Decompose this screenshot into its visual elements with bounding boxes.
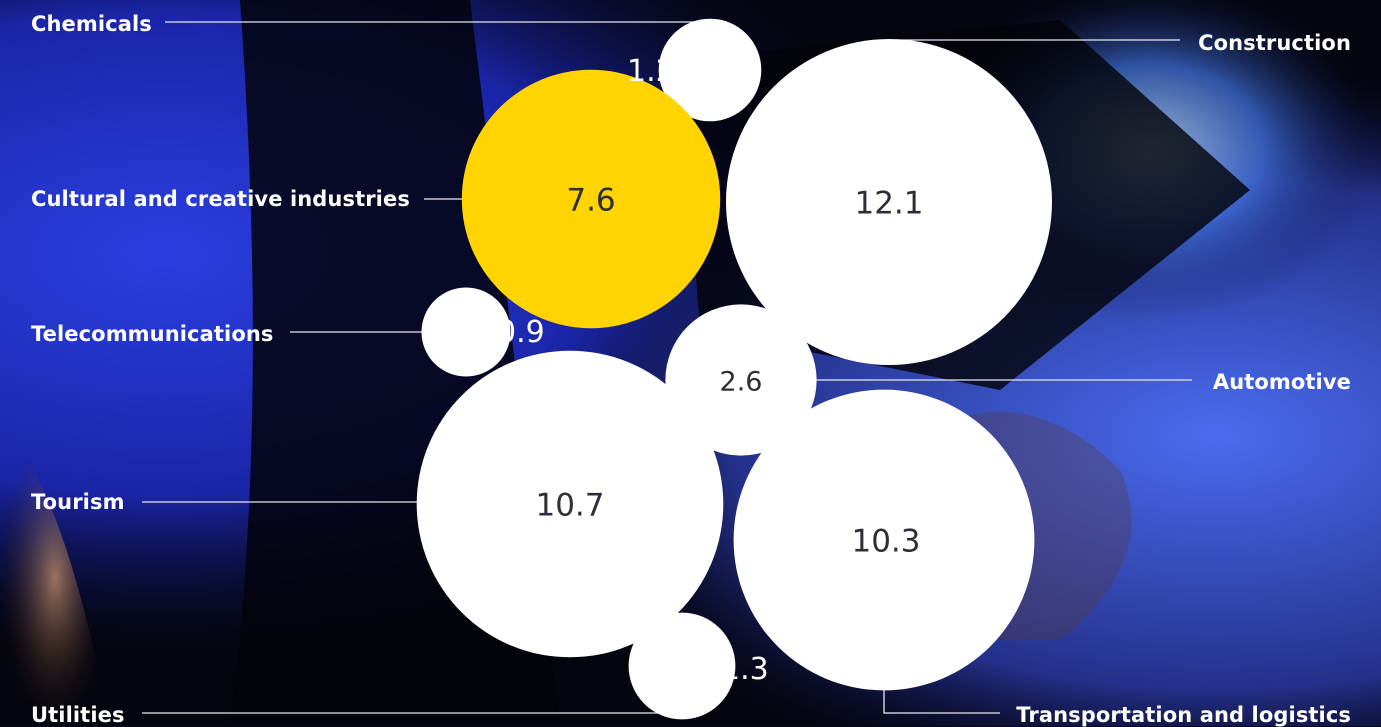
bubble-utilities [628, 612, 736, 720]
value-label-telecommunications: 0.9 [497, 315, 545, 350]
bubble-cultural-and-creative-industries [461, 69, 721, 329]
bubble-chemicals [658, 18, 762, 122]
value-label-chemicals: 1.2 [627, 54, 675, 89]
bubble-tourism [416, 350, 724, 658]
bubble-telecommunications [421, 287, 511, 377]
bubble-automotive [665, 304, 817, 456]
bubble-transportation-and-logistics [733, 389, 1035, 691]
bubble-construction [726, 39, 1052, 365]
value-label-cultural-and-creative-industries: 7.6 [566, 182, 616, 219]
category-label-tourism: Tourism [31, 490, 125, 514]
value-label-tourism: 10.7 [535, 487, 605, 524]
connector-line-utilities [142, 677, 683, 714]
value-label-construction: 12.1 [854, 185, 924, 222]
category-label-automotive: Automotive [1212, 370, 1351, 394]
category-label-transportation-and-logistics: Transportation and logistics [1016, 703, 1351, 727]
value-label-utilities: 1.3 [721, 652, 769, 687]
value-label-automotive: 2.6 [719, 366, 763, 398]
category-label-telecommunications: Telecommunications [31, 322, 274, 346]
category-label-utilities: Utilities [31, 703, 125, 727]
value-label-transportation-and-logistics: 10.3 [851, 523, 921, 560]
category-label-construction: Construction [1198, 31, 1351, 55]
category-label-cultural-and-creative-industries: Cultural and creative industries [31, 187, 410, 211]
category-label-chemicals: Chemicals [31, 12, 152, 36]
